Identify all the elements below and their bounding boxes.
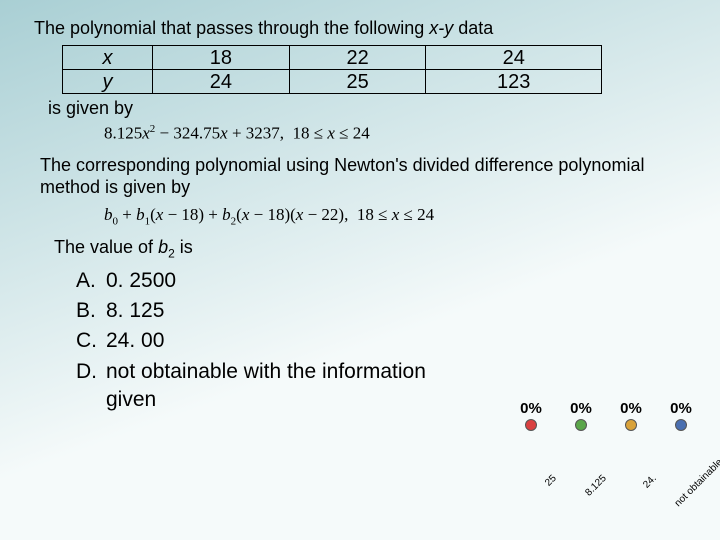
table-row: y 24 25 123 — [63, 70, 602, 94]
intro-var: x-y — [429, 18, 453, 38]
answer-c[interactable]: C. 24. 00 — [76, 327, 686, 355]
answer-a[interactable]: A. 0. 2500 — [76, 267, 686, 295]
slide: The polynomial that passes through the f… — [0, 0, 720, 540]
pct: 0% — [570, 400, 592, 417]
pct: 0% — [520, 400, 542, 417]
value-suffix: is — [175, 237, 193, 257]
answer-text: 8. 125 — [106, 297, 164, 325]
dot-3 — [625, 419, 637, 431]
cell: 25 — [289, 70, 426, 94]
chart-dots — [506, 419, 706, 431]
answer-letter: A. — [76, 267, 106, 295]
corresponding-text: The corresponding polynomial using Newto… — [40, 154, 686, 199]
row-label-x: x — [63, 46, 153, 70]
chart-labels: 25 8.125 24. not obtainable with t... — [506, 435, 706, 505]
value-of-b2: The value of b2 is — [54, 237, 686, 261]
cell: 18 — [153, 46, 290, 70]
xy-table: x 18 22 24 y 24 25 123 — [62, 45, 602, 94]
formula-1: 8.125x2 − 324.75x + 3237, 18 ≤ x ≤ 24 — [104, 123, 686, 144]
answer-letter: D. — [76, 358, 106, 415]
chart-percents: 0% 0% 0% 0% — [506, 400, 706, 417]
dot-1 — [525, 419, 537, 431]
cell: 123 — [426, 70, 602, 94]
pct: 0% — [620, 400, 642, 417]
answer-text: 24. 00 — [106, 327, 164, 355]
pct: 0% — [670, 400, 692, 417]
cell: 22 — [289, 46, 426, 70]
value-var: b — [158, 237, 168, 257]
dot-4 — [675, 419, 687, 431]
dot-2 — [575, 419, 587, 431]
intro-prefix: The polynomial that passes through the f… — [34, 18, 429, 38]
answer-b[interactable]: B. 8. 125 — [76, 297, 686, 325]
answer-text: 0. 2500 — [106, 267, 176, 295]
answer-text: not obtainable with the information give… — [106, 358, 436, 415]
answer-letter: C. — [76, 327, 106, 355]
answer-list: A. 0. 2500 B. 8. 125 C. 24. 00 D. not ob… — [76, 267, 686, 415]
cell: 24 — [426, 46, 602, 70]
answer-letter: B. — [76, 297, 106, 325]
is-given-by: is given by — [48, 98, 686, 119]
intro-suffix: data — [453, 18, 493, 38]
value-sub: 2 — [168, 247, 175, 261]
formula-2: b0 + b1(x − 18) + b2(x − 18)(x − 22), 18… — [104, 205, 686, 227]
row-label-y: y — [63, 70, 153, 94]
cell: 24 — [153, 70, 290, 94]
table-row: x 18 22 24 — [63, 46, 602, 70]
results-chart: 0% 0% 0% 0% 25 8.125 24. not obtainable … — [506, 400, 706, 510]
value-prefix: The value of — [54, 237, 158, 257]
intro-text: The polynomial that passes through the f… — [34, 18, 686, 39]
